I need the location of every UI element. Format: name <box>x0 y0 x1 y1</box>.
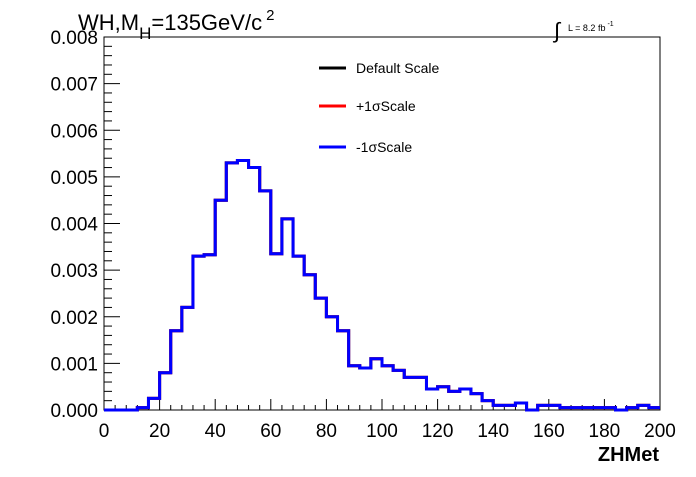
x-tick-label: 200 <box>644 421 676 442</box>
x-tick-label: 0 <box>99 421 110 442</box>
integral-symbol: ∫ <box>552 18 562 43</box>
x-tick-label: 80 <box>316 421 337 442</box>
y-tick-label: 0.008 <box>50 28 98 49</box>
x-tick-label: 100 <box>366 421 398 442</box>
x-tick-label: 160 <box>533 421 565 442</box>
y-tick-label: 0.005 <box>50 168 98 189</box>
x-tick-label: 40 <box>205 421 226 442</box>
series-group <box>104 159 660 412</box>
luminosity-label: L = 8.2 fb -1 <box>568 21 614 33</box>
legend-label: +1σScale <box>356 98 416 114</box>
y-tick-label: 0.007 <box>50 75 98 96</box>
title-subscript: H <box>139 24 151 43</box>
x-axis-title: ZHMet <box>598 444 659 466</box>
x-tick-label: 120 <box>422 421 454 442</box>
x-tick-label: 140 <box>477 421 509 442</box>
luminosity-superscript: -1 <box>607 21 613 28</box>
y-tick-label: 0.004 <box>50 215 98 236</box>
title-main: WH,M <box>78 10 139 35</box>
title-superscript: 2 <box>266 7 274 24</box>
y-tick-label: 0.006 <box>50 121 98 142</box>
x-tick-label: 20 <box>149 421 170 442</box>
x-tick-label: 180 <box>589 421 621 442</box>
chart-title: WH,MH=135GeV/c 2 <box>78 7 274 43</box>
luminosity-value: L = 8.2 fb <box>568 23 605 33</box>
legend: Default Scale +1σScale -1σScale <box>319 60 439 155</box>
axes: 0 20 40 60 80 100 120 140 160 180 200 0.000 0.001 0.0… <box>50 28 675 442</box>
y-tick-label: 0.003 <box>50 261 98 282</box>
legend-label: -1σScale <box>356 139 412 155</box>
y-tick-label: 0.001 <box>50 354 98 375</box>
y-tick-label: 0.002 <box>50 308 98 329</box>
y-tick-label: 0.000 <box>50 401 98 422</box>
x-tick-label: 60 <box>260 421 281 442</box>
legend-label: Default Scale <box>356 60 439 76</box>
series-line-3 <box>104 159 660 412</box>
title-rest: =135GeV/c <box>151 10 262 35</box>
